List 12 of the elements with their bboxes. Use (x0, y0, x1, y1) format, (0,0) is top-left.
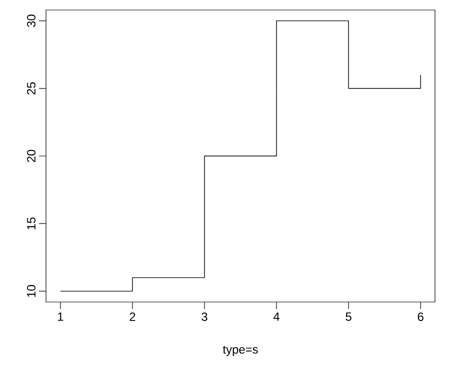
y-tick-label: 10 (27, 285, 36, 297)
y-tick-label: 30 (27, 14, 36, 28)
y-tick-label: 25 (27, 82, 36, 94)
y-tick-label: 15 (27, 217, 36, 230)
x-tick-label: 1 (58, 312, 64, 321)
x-tick-label: 4 (273, 312, 280, 321)
x-tick-label: 3 (202, 312, 208, 321)
y-tick-label: 20 (27, 150, 36, 162)
x-tick-label: 5 (346, 312, 352, 321)
x-axis-title: type=s (222, 346, 258, 356)
x-tick-label: 6 (418, 312, 424, 321)
x-tick-label: 2 (130, 312, 136, 321)
